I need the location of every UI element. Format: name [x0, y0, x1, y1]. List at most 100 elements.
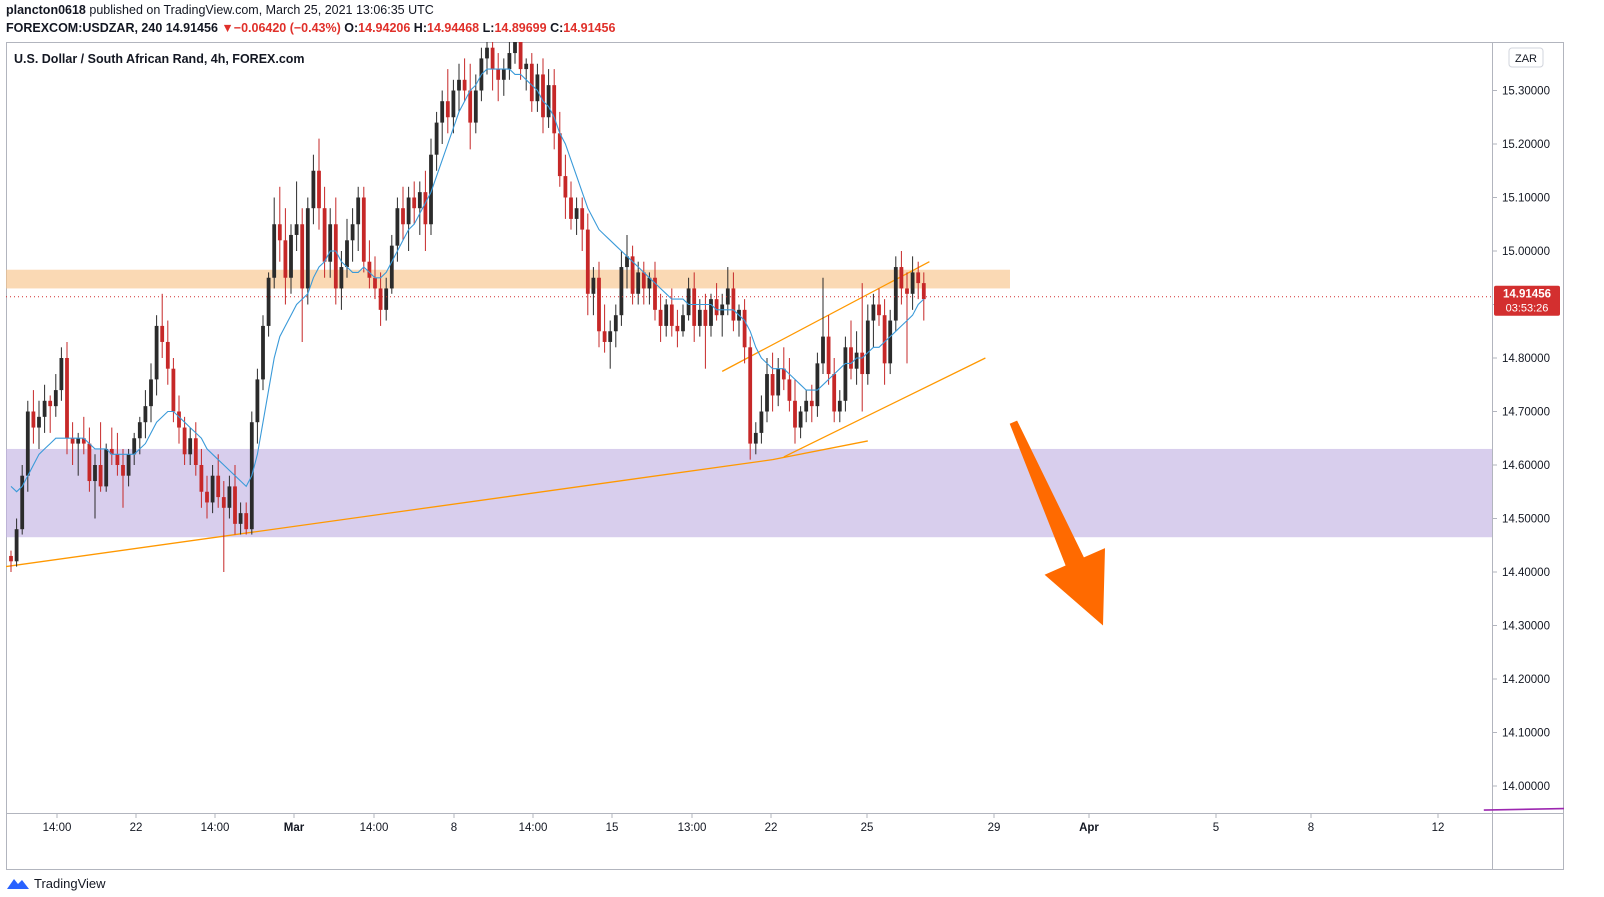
candle-body [311, 170, 316, 209]
currency-badge[interactable] [1508, 47, 1544, 68]
time-tick-label: 8 [451, 822, 457, 834]
candle-body [177, 411, 181, 428]
open-label: O: [344, 21, 359, 35]
candle-body [445, 101, 450, 118]
high-value: 14.94468 [427, 21, 480, 35]
candle-body [451, 90, 456, 118]
candle-down [98, 422, 103, 492]
candle-up [238, 502, 243, 535]
candle-body [793, 400, 797, 428]
candle-up [289, 224, 293, 294]
candle-body [798, 411, 803, 428]
candle-up [143, 390, 148, 439]
candle-body [804, 400, 809, 412]
candle-body [725, 288, 730, 305]
candle-body [541, 74, 545, 118]
candle-body [675, 325, 680, 332]
low-value: 14.89699 [494, 21, 547, 35]
candle-body [837, 400, 842, 412]
candle-body [305, 208, 310, 289]
candle-up [910, 256, 915, 310]
last-price-label: 14.91456 [165, 21, 218, 35]
price-tick-label: 15.30000 [1502, 86, 1550, 98]
time-tick-label: 13:00 [678, 822, 707, 834]
candle-body [669, 304, 674, 326]
candle-down [580, 197, 585, 251]
candle-body [9, 555, 13, 562]
footer: TradingView [6, 873, 106, 893]
candle-down [849, 320, 853, 380]
down-arrow-icon [1009, 420, 1105, 626]
author-name[interactable]: plancton0618 [6, 3, 86, 17]
symbol-label: FOREXCOM:USDZAR, 240 [6, 21, 163, 35]
candle-body [277, 224, 282, 241]
footer-brand[interactable]: TradingView [34, 875, 106, 891]
candle-body [501, 69, 506, 80]
candle-body [518, 37, 523, 70]
moving-average-line [10, 68, 925, 493]
candle-down [177, 395, 181, 444]
candle-body [597, 277, 601, 332]
candle-down [367, 240, 372, 289]
candle-down [703, 293, 708, 369]
candle-down [160, 293, 165, 358]
open-value: 14.94206 [358, 21, 411, 35]
candle-body [765, 374, 769, 412]
candle-up [871, 293, 876, 348]
candle-up [574, 197, 579, 235]
candle-up [104, 443, 109, 492]
candle-body [703, 309, 708, 326]
candle-body [882, 315, 887, 364]
time-tick-label: 8 [1308, 822, 1314, 834]
price-tick-label: 14.60000 [1502, 460, 1550, 472]
time-tick-label: 22 [130, 822, 143, 834]
candle-up [725, 267, 730, 316]
candle-body [905, 288, 909, 294]
candle-body [546, 85, 551, 118]
candle-up [776, 358, 781, 407]
time-tick-label: 5 [1213, 822, 1219, 834]
candle-up [765, 358, 769, 423]
candle-body [759, 411, 764, 433]
candle-body [849, 347, 853, 369]
candle-body [462, 79, 467, 91]
candle-body [832, 374, 837, 412]
candle-up [636, 261, 641, 305]
candle-body [132, 438, 137, 455]
candle-body [429, 154, 433, 225]
candle-up [798, 406, 803, 439]
candle-up [406, 186, 411, 251]
candle-body [826, 336, 831, 375]
candle-down [793, 379, 797, 444]
candle-body [815, 363, 820, 407]
candle-body [171, 368, 176, 412]
candle-up [350, 208, 355, 262]
candle-up [524, 58, 529, 91]
candle-body [115, 454, 120, 465]
candle-up [249, 411, 254, 535]
candle-down [714, 283, 719, 321]
candle-body [350, 224, 355, 241]
candle-body [613, 315, 618, 332]
trendline-channel-lower [783, 357, 986, 458]
time-tick-label: 14:00 [360, 822, 389, 834]
candle-down [48, 395, 53, 433]
candle-body [742, 309, 747, 348]
candle-down [300, 208, 305, 342]
candle-body [31, 411, 36, 428]
candle-body [289, 234, 293, 278]
candle-up [664, 299, 669, 337]
candle-body [193, 438, 198, 465]
price-chart[interactable]: 15.3000015.2000015.1000015.0000014.90000… [5, 15, 1604, 870]
candle-down [9, 550, 13, 572]
chart-frame[interactable]: 15.3000015.2000015.1000015.0000014.90000… [5, 15, 1604, 870]
candle-up [697, 299, 702, 337]
candle-down [541, 58, 545, 134]
candle-down [563, 154, 568, 219]
chart-title: U.S. Dollar / South African Rand, 4h, FO… [14, 52, 305, 66]
candle-body [893, 267, 898, 321]
candle-body [457, 79, 461, 91]
candle-up [272, 197, 277, 289]
candle-up [76, 432, 81, 476]
candle-body [378, 288, 383, 310]
